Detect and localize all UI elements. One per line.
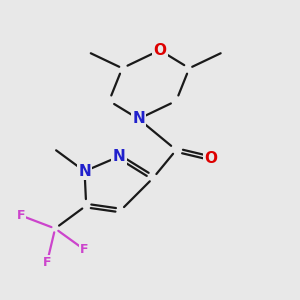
Text: F: F: [43, 256, 51, 269]
Text: F: F: [16, 209, 25, 222]
Text: N: N: [112, 149, 125, 164]
Text: N: N: [132, 111, 145, 126]
Text: F: F: [80, 243, 89, 256]
Text: O: O: [204, 151, 217, 166]
Text: N: N: [78, 164, 91, 179]
Text: O: O: [153, 43, 166, 58]
